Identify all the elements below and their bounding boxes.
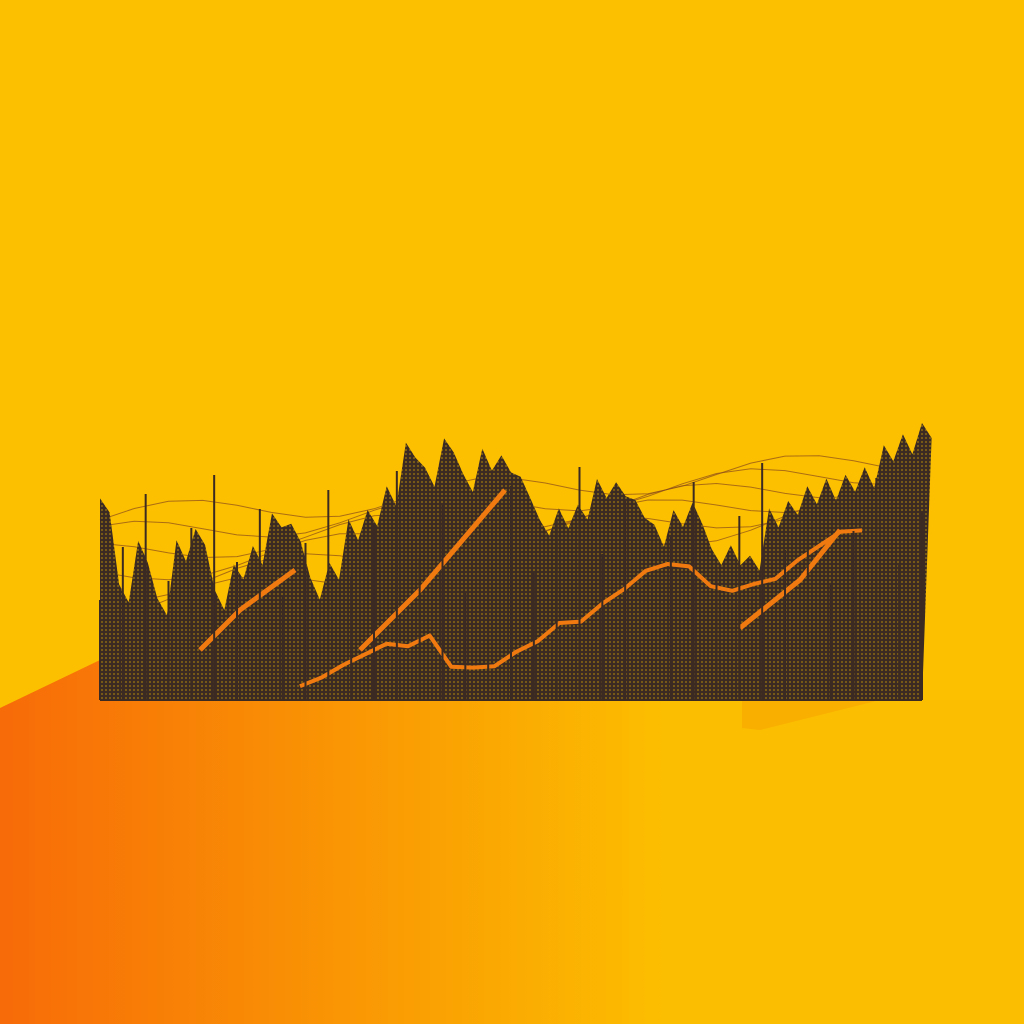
orange-floor-plane — [0, 660, 1024, 1024]
floor-shadow — [742, 700, 880, 730]
accent-trend-line — [299, 528, 863, 689]
vertical-bar-strokes — [99, 463, 923, 701]
silhouette-area — [100, 423, 932, 700]
chart-silhouette — [100, 423, 932, 700]
